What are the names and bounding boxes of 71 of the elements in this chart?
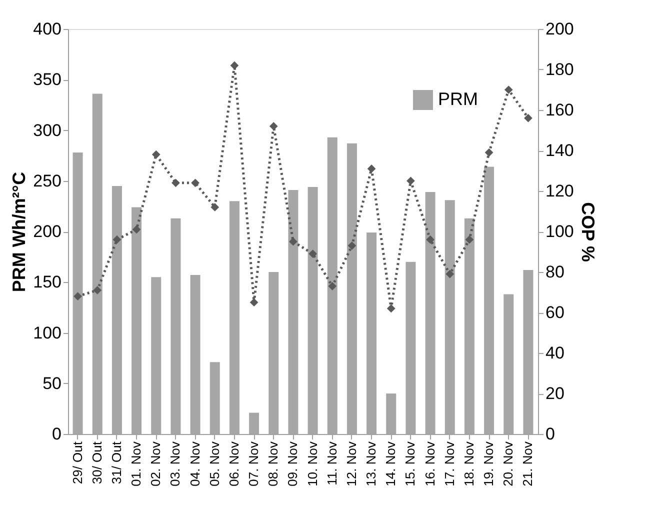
point bbox=[367, 164, 376, 173]
y2-tick-label: 0 bbox=[546, 424, 555, 444]
point bbox=[269, 122, 278, 130]
x-tick-label: 31/ Out bbox=[108, 441, 124, 484]
x-tick-label: 29/ Out bbox=[70, 441, 85, 484]
point bbox=[328, 282, 337, 290]
y-tick-label: 250 bbox=[33, 171, 62, 190]
point bbox=[386, 304, 396, 313]
point bbox=[446, 270, 454, 278]
x-tick-label: 19. Nov bbox=[481, 441, 496, 486]
point bbox=[406, 176, 415, 186]
point bbox=[348, 241, 356, 250]
y2-tick-label: 20 bbox=[546, 384, 564, 403]
x-tick-label: 07. Nov bbox=[246, 441, 262, 486]
x-tick-label: 16. Nov bbox=[422, 441, 438, 486]
x-tick-label: 12. Nov bbox=[344, 441, 359, 486]
y2-tick-label: 120 bbox=[546, 182, 574, 200]
point bbox=[93, 286, 102, 294]
x-tick-label: 03. Nov bbox=[168, 441, 183, 486]
y-tick-label: 200 bbox=[33, 222, 62, 241]
point bbox=[172, 178, 180, 188]
y-tick-label: 50 bbox=[42, 374, 62, 393]
x-tick-label: 08. Nov bbox=[266, 441, 281, 486]
point bbox=[152, 150, 160, 159]
y2-tick-label: 200 bbox=[546, 20, 574, 38]
y-tick-label: 150 bbox=[33, 272, 62, 292]
y-tick-label: 100 bbox=[33, 323, 62, 342]
x-tick-label: 04. Nov bbox=[187, 441, 202, 486]
point bbox=[504, 86, 513, 94]
y2-tick-label: 80 bbox=[546, 262, 564, 282]
y-tick-label: 300 bbox=[33, 120, 62, 140]
y-tick-label: 0 bbox=[52, 424, 62, 444]
y2-axis-title: COP % bbox=[578, 202, 598, 262]
y2-tick-label: 60 bbox=[546, 303, 564, 322]
x-tick-label: 14. Nov bbox=[383, 441, 398, 486]
y-axis-title: PRM Wh/m²°C bbox=[9, 172, 30, 292]
point bbox=[74, 292, 82, 300]
point bbox=[132, 225, 141, 234]
x-tick-label: 17. Nov bbox=[442, 441, 457, 486]
point bbox=[524, 114, 532, 122]
x-tick-label: 01. Nov bbox=[128, 441, 144, 486]
y2-tick-label: 180 bbox=[546, 60, 574, 79]
y2-tick-label: 140 bbox=[546, 141, 574, 160]
y-tick-label: 400 bbox=[33, 20, 62, 38]
x-tick-label: 30/ Out bbox=[89, 441, 104, 484]
y2-tick-label: 40 bbox=[546, 344, 564, 362]
x-tick-label: 11. Nov bbox=[324, 441, 340, 486]
point bbox=[230, 61, 239, 70]
y-tick-label: 350 bbox=[33, 70, 62, 90]
x-tick-label: 09. Nov bbox=[285, 441, 300, 486]
point bbox=[191, 178, 200, 188]
y2-tick-label: 160 bbox=[546, 100, 574, 120]
y2-tick-label: 100 bbox=[546, 222, 574, 241]
x-tick-label: 21. Nov bbox=[520, 441, 536, 486]
point bbox=[250, 298, 258, 307]
x-tick-label: 10. Nov bbox=[304, 441, 320, 486]
legend-label: PRM bbox=[438, 89, 478, 109]
x-tick-label: 15. Nov bbox=[402, 441, 418, 486]
point bbox=[465, 235, 474, 244]
x-tick-label: 18. Nov bbox=[461, 441, 476, 486]
x-tick-label: 20. Nov bbox=[500, 441, 516, 486]
x-tick-label: 06. Nov bbox=[226, 441, 242, 486]
point bbox=[484, 148, 494, 157]
point bbox=[308, 250, 317, 258]
point bbox=[426, 235, 434, 244]
x-tick-label: 02. Nov bbox=[148, 441, 164, 486]
x-tick-label: 13. Nov bbox=[364, 441, 379, 486]
point bbox=[210, 203, 220, 212]
x-tick-label: 05. Nov bbox=[206, 441, 222, 486]
point bbox=[112, 235, 122, 244]
point bbox=[289, 237, 298, 246]
